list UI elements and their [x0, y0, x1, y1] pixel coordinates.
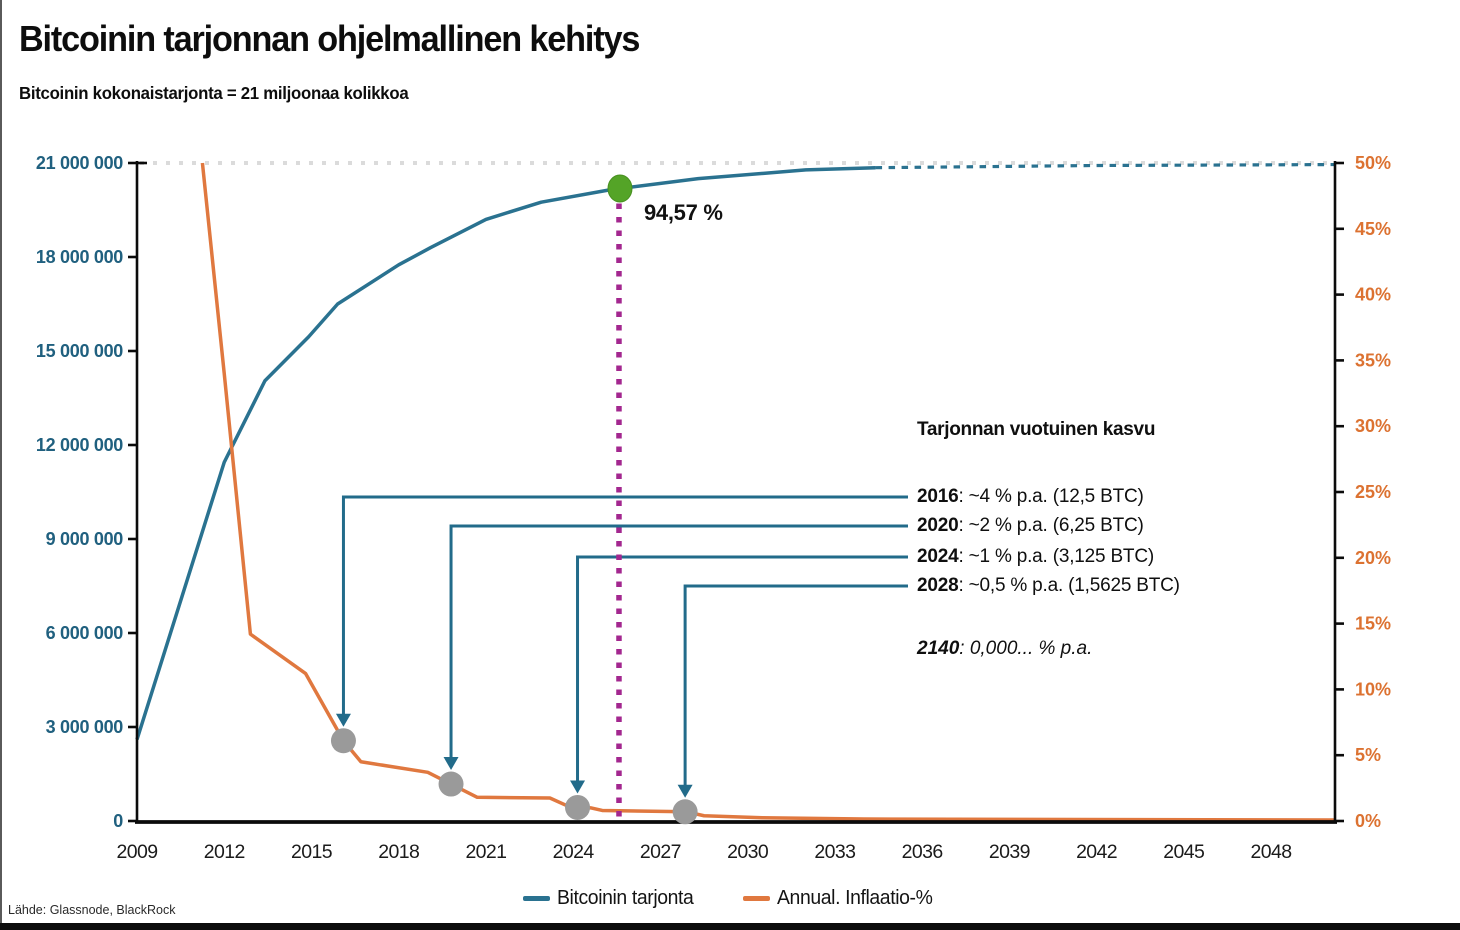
- supply-line: [135, 165, 876, 741]
- halving-connector-line: [449, 524, 908, 761]
- annotation-text: : ~0,5 % p.a. (1,5625 BTC): [958, 575, 1180, 596]
- x-axis-label: 2015: [291, 841, 333, 863]
- right-axis-label: 40%: [1355, 285, 1391, 305]
- window-left-edge: [0, 0, 2, 930]
- halving-dot: [330, 728, 356, 754]
- right-axis-label: 5%: [1355, 745, 1381, 765]
- right-axis-label: 35%: [1355, 350, 1391, 370]
- annotation-year: 2024: [917, 546, 959, 567]
- page-title: Bitcoinin tarjonnan ohjelmallinen kehity…: [19, 18, 640, 59]
- x-axis-label: 2024: [553, 841, 595, 863]
- annotation-year: 2016: [917, 486, 959, 507]
- annotation-year: 2020: [917, 515, 959, 536]
- window-bottom-bar: [0, 923, 1460, 930]
- chart-legend: Bitcoinin tarjonta Annual. Inflaatio-%: [0, 887, 1460, 910]
- supply-line-swatch: [522, 896, 550, 901]
- right-axis-label: 15%: [1355, 614, 1391, 634]
- source-note: Lähde: Glassnode, BlackRock: [8, 903, 176, 917]
- x-axis-label: 2012: [204, 841, 245, 863]
- legend-item-inflation: Annual. Inflaatio-%: [743, 887, 937, 910]
- supply-percent-callout: 94,57 %: [644, 200, 723, 225]
- halving-connector-line: [576, 555, 908, 784]
- halving-arrowhead: [677, 784, 693, 798]
- inflation-line-swatch: [743, 896, 771, 901]
- halving-arrowhead: [443, 757, 459, 771]
- right-axis-label: 10%: [1355, 679, 1391, 699]
- left-axis-label: 21 000 000: [36, 153, 123, 173]
- halving-dot: [438, 771, 464, 797]
- annotation-text: : ~4 % p.a. (12,5 BTC): [958, 486, 1144, 507]
- right-axis-label: 20%: [1355, 548, 1391, 568]
- x-axis-label: 2033: [814, 841, 855, 863]
- callout-green-dot: [607, 174, 633, 203]
- x-axis-label: 2018: [378, 841, 419, 863]
- x-axis-label: 2039: [989, 841, 1030, 863]
- annotation-halving-2028: 2028: ~0,5 % p.a. (1,5625 BTC): [917, 575, 1180, 597]
- right-axis-label: 30%: [1355, 416, 1391, 436]
- left-axis-label: 3 000 000: [46, 717, 124, 737]
- halving-connector-line: [683, 584, 908, 788]
- x-axis-label: 2036: [902, 841, 943, 863]
- annotation-halving-2016: 2016: ~4 % p.a. (12,5 BTC): [917, 486, 1144, 508]
- right-axis-label: 45%: [1355, 219, 1391, 239]
- legend-label: Bitcoinin tarjonta: [556, 887, 694, 909]
- left-axis-label: 0: [113, 811, 123, 831]
- annotation-year-2140: 2140: 0,000... % p.a.: [917, 638, 1092, 660]
- annotation-text: : ~2 % p.a. (6,25 BTC): [958, 515, 1144, 536]
- page-subtitle: Bitcoinin kokonaistarjonta = 21 miljoona…: [19, 83, 409, 103]
- left-axis-label: 15 000 000: [36, 341, 123, 361]
- x-axis-label: 2027: [640, 841, 681, 863]
- annotation-year: 2140: [917, 638, 960, 659]
- halving-dot: [672, 799, 698, 825]
- annotation-halving-2020: 2020: ~2 % p.a. (6,25 BTC): [917, 515, 1144, 537]
- left-axis-label: 9 000 000: [46, 529, 124, 549]
- right-axis-label: 50%: [1355, 153, 1391, 173]
- x-axis-label: 2009: [117, 841, 158, 863]
- left-axis-label: 18 000 000: [36, 247, 123, 267]
- halving-connector-line: [341, 495, 908, 717]
- inflation-line: [200, 162, 1336, 822]
- x-axis-label: 2048: [1251, 841, 1292, 863]
- annotation-halving-2024: 2024: ~1 % p.a. (3,125 BTC): [917, 546, 1154, 568]
- x-axis-label: 2045: [1163, 841, 1205, 863]
- annotation-year: 2028: [917, 575, 959, 596]
- legend-item-supply: Bitcoinin tarjonta: [522, 887, 698, 910]
- annotation-text: : ~1 % p.a. (3,125 BTC): [958, 546, 1154, 567]
- left-axis-label: 12 000 000: [36, 435, 123, 455]
- x-axis-label: 2021: [465, 841, 506, 863]
- right-axis-label: 0%: [1355, 811, 1381, 831]
- halving-arrowhead: [335, 713, 351, 727]
- left-axis-label: 6 000 000: [46, 623, 124, 643]
- x-axis-label: 2030: [727, 841, 769, 863]
- right-axis-label: 25%: [1355, 482, 1391, 502]
- legend-label: Annual. Inflaatio-%: [777, 887, 933, 909]
- halving-dot: [565, 794, 591, 820]
- halving-arrowhead: [570, 780, 586, 794]
- annotation-heading: Tarjonnan vuotuinen kasvu: [917, 419, 1156, 440]
- x-axis-label: 2042: [1076, 841, 1117, 863]
- supply-projection-dashed-line: [875, 162, 1336, 170]
- annotation-text: : 0,000... % p.a.: [959, 638, 1093, 659]
